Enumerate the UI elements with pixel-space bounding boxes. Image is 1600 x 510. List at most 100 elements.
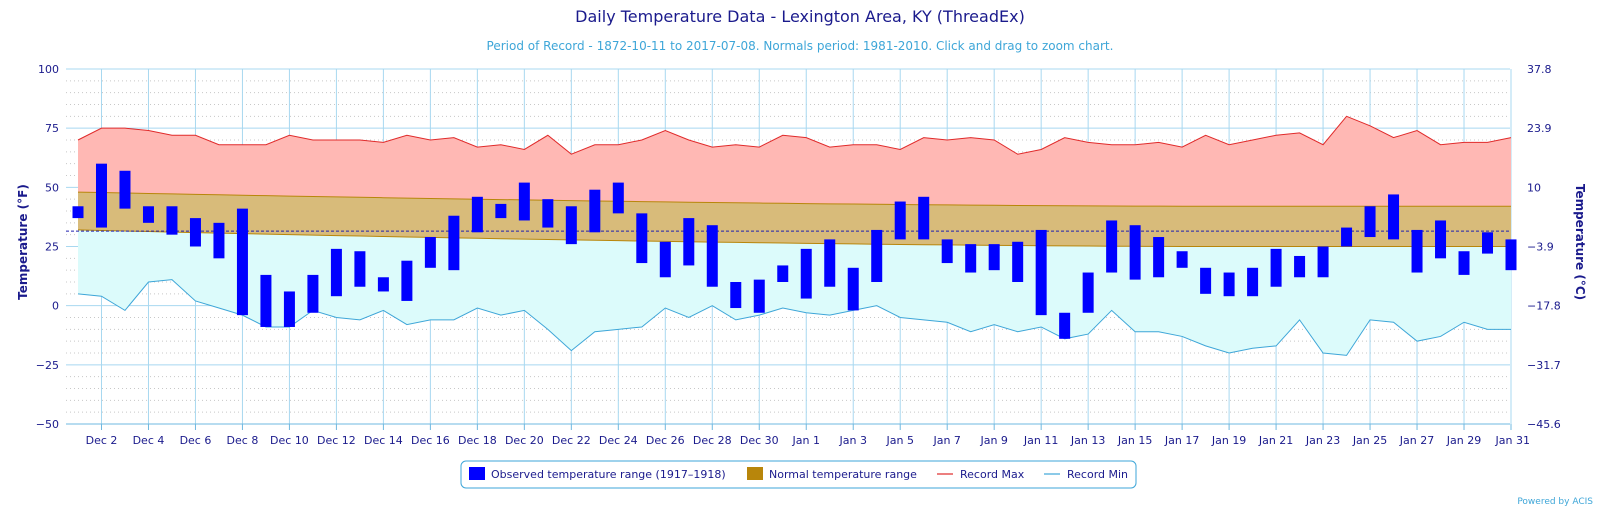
- legend-swatch-normal: [747, 467, 763, 480]
- observed-bar[interactable]: [1341, 227, 1353, 247]
- x-tick-label: Dec 14: [364, 434, 403, 447]
- observed-bar[interactable]: [142, 206, 154, 223]
- y-tick-label-right: 10: [1527, 181, 1541, 194]
- legend-box: [460, 460, 1137, 489]
- observed-bar[interactable]: [189, 218, 201, 247]
- legend-label-record-min: Record Min: [1067, 468, 1128, 481]
- bands-layer: [66, 115, 1512, 356]
- x-axis: Dec 2 Dec 4 Dec 6 Dec 8 Dec 10 Dec 12 Dec 14 De…: [66, 423, 1530, 447]
- observed-bar[interactable]: [448, 215, 460, 271]
- observed-bar[interactable]: [1035, 229, 1047, 316]
- observed-bar[interactable]: [894, 201, 906, 240]
- observed-bar[interactable]: [1059, 312, 1071, 339]
- observed-bar[interactable]: [1247, 267, 1259, 297]
- x-tick-label: Jan 27: [1399, 434, 1434, 447]
- record-max-line[interactable]: [77, 115, 1512, 155]
- x-tick-label: Jan 25: [1352, 434, 1387, 447]
- observed-bar[interactable]: [354, 251, 366, 287]
- observed-bars[interactable]: [72, 163, 1517, 339]
- observed-bar[interactable]: [847, 267, 859, 311]
- observed-bar[interactable]: [988, 244, 1000, 271]
- observed-bar[interactable]: [1012, 241, 1024, 282]
- observed-bar[interactable]: [871, 229, 883, 282]
- x-tick-label: Dec 26: [646, 434, 685, 447]
- observed-bar[interactable]: [1270, 248, 1282, 287]
- observed-bar[interactable]: [1458, 251, 1470, 275]
- observed-bar[interactable]: [377, 277, 389, 292]
- observed-bar[interactable]: [213, 222, 225, 259]
- legend-item-observed[interactable]: Observed temperature range (1917–1918): [469, 467, 726, 481]
- observed-bar[interactable]: [1294, 255, 1306, 278]
- observed-bar[interactable]: [1223, 272, 1235, 297]
- x-tick-label: Jan 23: [1305, 434, 1340, 447]
- observed-bar[interactable]: [166, 206, 178, 235]
- observed-bar[interactable]: [1364, 206, 1376, 238]
- observed-bar[interactable]: [589, 189, 601, 233]
- observed-bar[interactable]: [424, 237, 436, 268]
- observed-bar[interactable]: [1106, 220, 1118, 273]
- legend-item-record-min[interactable]: Record Min: [1044, 468, 1128, 481]
- observed-bar[interactable]: [565, 206, 577, 245]
- observed-bar[interactable]: [941, 239, 953, 264]
- observed-bar[interactable]: [330, 248, 342, 297]
- observed-bar[interactable]: [683, 218, 695, 266]
- observed-bar[interactable]: [95, 163, 107, 228]
- observed-bar[interactable]: [777, 265, 789, 282]
- y-tick-label-left: −25: [36, 359, 59, 372]
- observed-bar[interactable]: [1482, 232, 1494, 254]
- observed-bar[interactable]: [1505, 239, 1517, 271]
- observed-bar[interactable]: [753, 279, 765, 313]
- observed-bar[interactable]: [918, 196, 930, 240]
- legend-item-normal[interactable]: Normal temperature range: [747, 467, 917, 481]
- observed-bar[interactable]: [1082, 272, 1094, 313]
- observed-bar[interactable]: [636, 213, 648, 264]
- observed-bar[interactable]: [260, 274, 272, 327]
- y-axis-right: 37.8 23.9 10 −3.9 −17.8 −31.7 −45.6: [1527, 63, 1561, 431]
- observed-bar[interactable]: [236, 208, 248, 316]
- y-tick-label-right: −31.7: [1527, 359, 1561, 372]
- x-tick-label: Jan 1: [792, 434, 820, 447]
- record-max-band: [78, 116, 1511, 207]
- x-tick-label: Dec 24: [599, 434, 638, 447]
- observed-bar[interactable]: [824, 239, 836, 287]
- x-tick-label: Jan 7: [932, 434, 960, 447]
- observed-bar[interactable]: [1317, 246, 1329, 278]
- x-tick-label: Dec 30: [740, 434, 779, 447]
- x-tick-label: Dec 18: [458, 434, 497, 447]
- credit-text[interactable]: Powered by ACIS: [1517, 497, 1593, 507]
- observed-bar[interactable]: [659, 241, 671, 278]
- x-tick-label: Jan 9: [979, 434, 1007, 447]
- observed-bar[interactable]: [518, 182, 530, 221]
- x-tick-label: Jan 15: [1117, 434, 1152, 447]
- observed-bar[interactable]: [965, 244, 977, 273]
- observed-bar[interactable]: [1200, 267, 1212, 294]
- observed-bar[interactable]: [542, 199, 554, 228]
- observed-bar[interactable]: [495, 203, 507, 219]
- observed-bar[interactable]: [706, 225, 718, 287]
- observed-bar[interactable]: [730, 282, 742, 309]
- observed-bar[interactable]: [119, 170, 131, 209]
- chart-subtitle: Period of Record - 1872-10-11 to 2017-07…: [487, 39, 1114, 53]
- x-tick-label: Dec 2: [86, 434, 118, 447]
- observed-bar[interactable]: [1129, 225, 1141, 280]
- observed-bar[interactable]: [1411, 229, 1423, 273]
- observed-bar[interactable]: [800, 248, 812, 299]
- y-tick-label-left: 75: [45, 122, 59, 135]
- x-tick-label: Dec 20: [505, 434, 544, 447]
- normal-high-line: [77, 191, 1511, 207]
- observed-bar[interactable]: [612, 182, 624, 214]
- observed-bar[interactable]: [471, 196, 483, 233]
- observed-bar[interactable]: [1388, 194, 1400, 240]
- y-tick-label-right: 37.8: [1527, 63, 1552, 76]
- observed-bar[interactable]: [72, 206, 84, 219]
- observed-bar[interactable]: [1435, 220, 1447, 259]
- y-tick-label-right: 23.9: [1527, 122, 1552, 135]
- x-tick-label: Jan 19: [1211, 434, 1246, 447]
- legend-item-record-max[interactable]: Record Max: [937, 468, 1025, 481]
- observed-bar[interactable]: [283, 291, 295, 327]
- observed-bar[interactable]: [1153, 237, 1165, 278]
- observed-bar[interactable]: [401, 260, 413, 301]
- observed-bar[interactable]: [307, 274, 319, 313]
- observed-bar[interactable]: [1176, 251, 1188, 268]
